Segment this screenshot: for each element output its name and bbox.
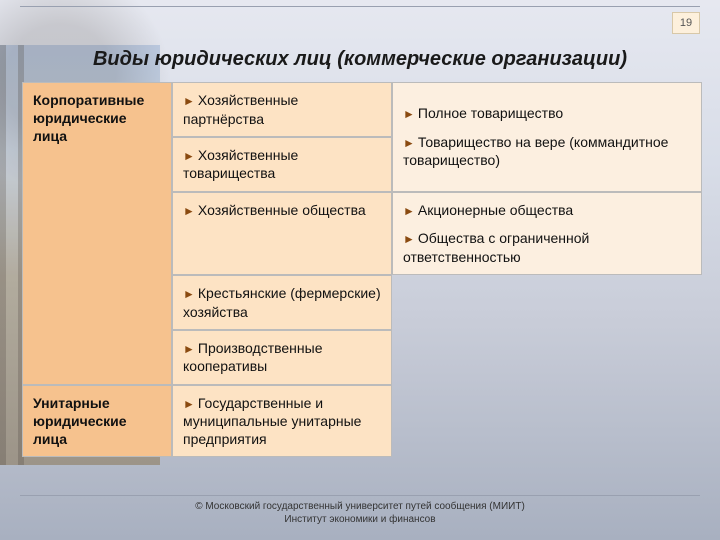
footer-line2: Институт экономики и финансов bbox=[0, 513, 720, 526]
footer: © Московский государственный университет… bbox=[0, 500, 720, 526]
col2-r3-text: Хозяйственные общества bbox=[198, 202, 366, 218]
col2-r3: Хозяйственные общества bbox=[172, 192, 392, 275]
bullet-icon bbox=[183, 92, 198, 108]
table: Корпоративные юридические лица Хозяйстве… bbox=[22, 82, 702, 457]
col3-d: Общества с ограниченной ответственностью bbox=[403, 230, 589, 265]
col2-r5: Производственные кооперативы bbox=[172, 330, 392, 385]
col2-r1: Хозяйственные партнёрства bbox=[172, 82, 392, 137]
col2-r5-text: Производственные кооперативы bbox=[183, 340, 322, 375]
col3-c: Акционерные общества bbox=[418, 202, 573, 218]
col3-block2: Акционерные общества Общества с ограниче… bbox=[392, 192, 702, 275]
col3-a: Полное товарищество bbox=[418, 105, 563, 121]
bullet-icon bbox=[183, 340, 198, 356]
col3-block1: Полное товарищество Товарищество на вере… bbox=[392, 82, 702, 192]
empty-cell bbox=[392, 275, 702, 330]
slide: 19 Виды юридических лиц (коммерческие ор… bbox=[0, 0, 720, 540]
bullet-icon bbox=[403, 105, 418, 121]
col1-unitary: Унитарные юридические лица bbox=[22, 385, 172, 458]
col2-r6-text: Государственные и муниципальные унитарны… bbox=[183, 395, 361, 448]
empty-cell bbox=[392, 385, 702, 458]
empty-cell bbox=[392, 330, 702, 385]
bullet-icon bbox=[183, 285, 198, 301]
col2-r2: Хозяйственные товарищества bbox=[172, 137, 392, 192]
footer-rule bbox=[20, 495, 700, 496]
col2-r4-text: Крестьянские (фермерские) хозяйства bbox=[183, 285, 381, 320]
bullet-icon bbox=[183, 147, 198, 163]
top-rule bbox=[20, 6, 700, 7]
bullet-icon bbox=[403, 230, 418, 246]
bullet-icon bbox=[403, 202, 418, 218]
col3-b: Товарищество на вере (коммандитное товар… bbox=[403, 134, 668, 169]
col2-r6: Государственные и муниципальные унитарны… bbox=[172, 385, 392, 458]
bullet-icon bbox=[183, 202, 198, 218]
page-number: 19 bbox=[672, 12, 700, 34]
bullet-icon bbox=[183, 395, 198, 411]
col1-corporate: Корпоративные юридические лица bbox=[22, 82, 172, 385]
slide-title: Виды юридических лиц (коммерческие орган… bbox=[0, 48, 720, 71]
col2-r4: Крестьянские (фермерские) хозяйства bbox=[172, 275, 392, 330]
col2-r2-text: Хозяйственные товарищества bbox=[183, 147, 298, 182]
col2-r1-text: Хозяйственные партнёрства bbox=[183, 92, 298, 127]
footer-line1: © Московский государственный университет… bbox=[0, 500, 720, 513]
bullet-icon bbox=[403, 134, 418, 150]
